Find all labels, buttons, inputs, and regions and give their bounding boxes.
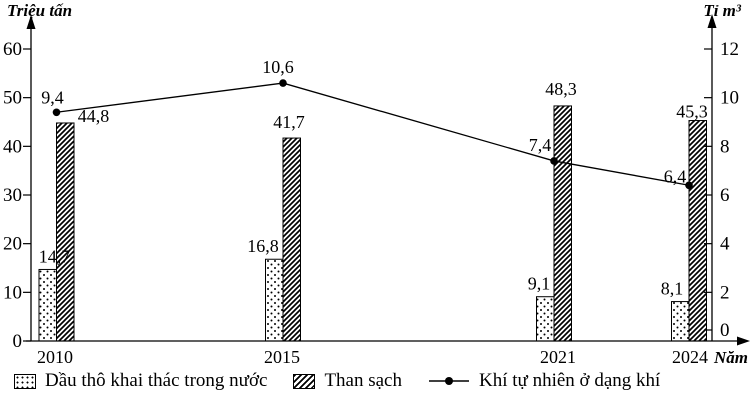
left-axis-tick-label: 0 (13, 331, 23, 352)
gas-point-2024 (685, 181, 693, 190)
bar-oil-2021 (536, 296, 555, 342)
left-axis-tick-label: 20 (3, 234, 22, 255)
bar-coal-2021 (553, 105, 572, 342)
right-axis-tick-label: 4 (720, 234, 730, 255)
right-axis-tick-label: 8 (720, 136, 730, 157)
x-axis-label-2024: 2024 (672, 347, 708, 367)
bar-oil-2010 (38, 268, 57, 342)
chart-legend: Dầu thô khai thác trong nước Than sạch K… (14, 370, 660, 392)
bar-oil-2015 (265, 258, 284, 342)
x-axis-label-2010: 2010 (37, 347, 73, 367)
bar-coal-2015 (282, 137, 301, 342)
bar-coal-2024 (688, 120, 707, 342)
left-axis-tick-label: 60 (3, 39, 22, 60)
bar-oil-2024 (671, 301, 690, 342)
right-axis-tick-label: 6 (720, 185, 730, 206)
bar-coal-2010 (56, 122, 75, 342)
left-axis-tick-label: 50 (3, 88, 22, 109)
gas-value-label: 10,6 (262, 57, 294, 77)
legend-label-oil: Dầu thô khai thác trong nước (45, 370, 268, 391)
right-axis-tick-label: 12 (720, 39, 739, 60)
legend-item-gas: Khí tự nhiên ở dạng khí (428, 370, 660, 392)
x-axis-arrow-icon (737, 336, 750, 346)
left-axis-tick-label: 40 (3, 136, 22, 157)
gas-point-2010 (52, 108, 61, 117)
left-axis-tick-label: 30 (3, 185, 22, 206)
gas-value-label: 6,4 (664, 166, 687, 186)
legend-item-oil: Dầu thô khai thác trong nước (14, 370, 267, 392)
coal-value-label: 44,8 (78, 106, 110, 126)
right-axis-arrow-icon (707, 14, 717, 28)
left-axis-tick-label: 10 (3, 282, 22, 303)
oil-value-label: 9,1 (528, 274, 551, 294)
coal-value-label: 45,3 (676, 102, 708, 122)
coal-hatch-swatch-icon (293, 373, 316, 389)
oil-value-label: 16,8 (247, 236, 279, 256)
right-axis-tick-label: 10 (720, 88, 739, 109)
left-axis-title: Triệu tấn (7, 1, 72, 20)
right-axis-title: Tỉ m³ (703, 1, 742, 20)
oil-value-label: 8,1 (661, 279, 684, 299)
gas-point-2021 (550, 157, 558, 165)
legend-label-gas: Khí tự nhiên ở dạng khí (479, 370, 661, 391)
gas-value-label: 9,4 (41, 87, 64, 107)
legend-item-coal: Than sạch (293, 370, 402, 392)
coal-value-label: 48,3 (545, 79, 577, 99)
oil-dots-swatch-icon (14, 373, 36, 389)
gas-point-2015 (279, 79, 287, 87)
gas-value-label: 7,4 (529, 135, 552, 155)
legend-label-coal: Than sạch (324, 370, 402, 391)
x-axis-title: Năm (713, 348, 748, 367)
x-axis-label-2015: 2015 (264, 347, 300, 367)
oil-value-label: 14,7 (39, 246, 71, 266)
coal-value-label: 41,7 (273, 112, 305, 132)
x-axis-label-2021: 2021 (540, 347, 576, 367)
gas-line-marker-icon (429, 377, 469, 385)
right-axis-tick-label: 0 (720, 320, 730, 341)
left-axis-arrow-icon (26, 15, 36, 29)
gas-line (56, 82, 690, 186)
right-axis-tick-label: 2 (720, 282, 730, 303)
